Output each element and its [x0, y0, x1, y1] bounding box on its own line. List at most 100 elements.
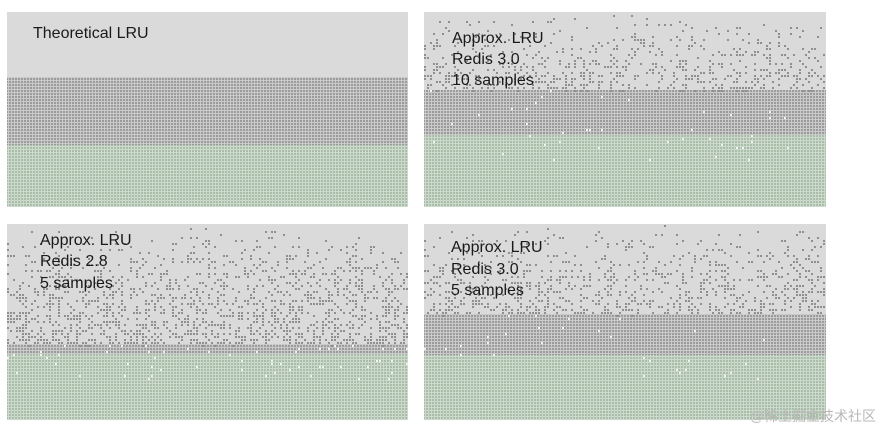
key-dot [637, 48, 639, 50]
key-dot [778, 42, 780, 44]
key-dot [586, 90, 588, 92]
key-dot [94, 324, 96, 326]
key-dot [19, 288, 21, 290]
key-dot [172, 261, 174, 263]
key-dot [448, 300, 450, 302]
key-dot [625, 69, 627, 71]
key-dot [250, 339, 252, 341]
key-dot [805, 276, 807, 278]
key-dot [508, 291, 510, 293]
key-dot [295, 273, 297, 275]
key-dot [172, 306, 174, 308]
key-dot [463, 264, 465, 266]
key-dot [712, 72, 714, 74]
key-dot [616, 75, 618, 77]
key-dot [289, 255, 291, 257]
key-dot [301, 309, 303, 311]
key-dot [388, 333, 390, 335]
key-dot [298, 237, 300, 239]
key-dot [517, 258, 519, 260]
key-dot [760, 312, 762, 314]
key-dot [235, 342, 237, 344]
key-dot [58, 330, 60, 332]
key-dot [259, 327, 261, 329]
key-dot [37, 306, 39, 308]
key-dot [406, 324, 408, 326]
key-dot [193, 303, 195, 305]
key-dot [676, 66, 678, 68]
key-dot [520, 78, 522, 80]
key-dot [703, 279, 705, 281]
key-dot [250, 330, 252, 332]
key-dot [43, 339, 45, 341]
key-dot [616, 243, 618, 245]
key-dot [436, 63, 438, 65]
key-dot [67, 279, 69, 281]
key-dot [19, 339, 21, 341]
key-dot [517, 282, 519, 284]
key-dot [625, 306, 627, 308]
key-dot [271, 294, 273, 296]
key-dot [436, 282, 438, 284]
key-dot [79, 333, 81, 335]
key-dot [538, 81, 540, 83]
key-dot [586, 69, 588, 71]
key-dot [667, 303, 669, 305]
key-dot [490, 84, 492, 86]
key-dot [16, 327, 18, 329]
key-dot [607, 243, 609, 245]
key-dot [532, 312, 534, 314]
key-dot [352, 324, 354, 326]
key-dot [133, 312, 135, 314]
key-dot [211, 261, 213, 263]
key-dot [607, 291, 609, 293]
key-dot [265, 336, 267, 338]
key-dot [790, 27, 792, 29]
key-dot [220, 315, 222, 317]
key-dot [667, 282, 669, 284]
key-dot [550, 42, 552, 44]
key-dot [58, 306, 60, 308]
key-dot [124, 330, 126, 332]
key-dot [268, 279, 270, 281]
key-dot [52, 297, 54, 299]
key-dot [463, 78, 465, 80]
key-dot [571, 270, 573, 272]
key-dot [769, 57, 771, 59]
key-dot [352, 300, 354, 302]
key-dot [718, 87, 720, 89]
missing-dot [241, 360, 243, 362]
key-dot [403, 339, 405, 341]
key-dot [772, 309, 774, 311]
missing-dot [568, 318, 570, 320]
key-dot [229, 324, 231, 326]
key-dot [646, 24, 648, 26]
key-dot [784, 54, 786, 56]
key-dot [799, 72, 801, 74]
key-dot [385, 288, 387, 290]
key-dot [565, 75, 567, 77]
key-dot [472, 90, 474, 92]
key-dot [433, 63, 435, 65]
key-dot [532, 57, 534, 59]
key-dot [388, 306, 390, 308]
key-dot [34, 288, 36, 290]
key-dot [199, 297, 201, 299]
key-dot [376, 315, 378, 317]
key-dot [322, 267, 324, 269]
key-dot [226, 255, 228, 257]
key-dot [718, 249, 720, 251]
key-dot [784, 300, 786, 302]
key-dot [769, 252, 771, 254]
key-dot [535, 285, 537, 287]
key-dot [19, 285, 21, 287]
missing-dot [148, 378, 150, 380]
missing-dot [145, 345, 147, 347]
key-dot [562, 276, 564, 278]
key-dot [655, 66, 657, 68]
key-dot [388, 309, 390, 311]
key-dot [226, 315, 228, 317]
key-dot [169, 303, 171, 305]
key-dot [574, 255, 576, 257]
missing-dot [406, 363, 408, 365]
